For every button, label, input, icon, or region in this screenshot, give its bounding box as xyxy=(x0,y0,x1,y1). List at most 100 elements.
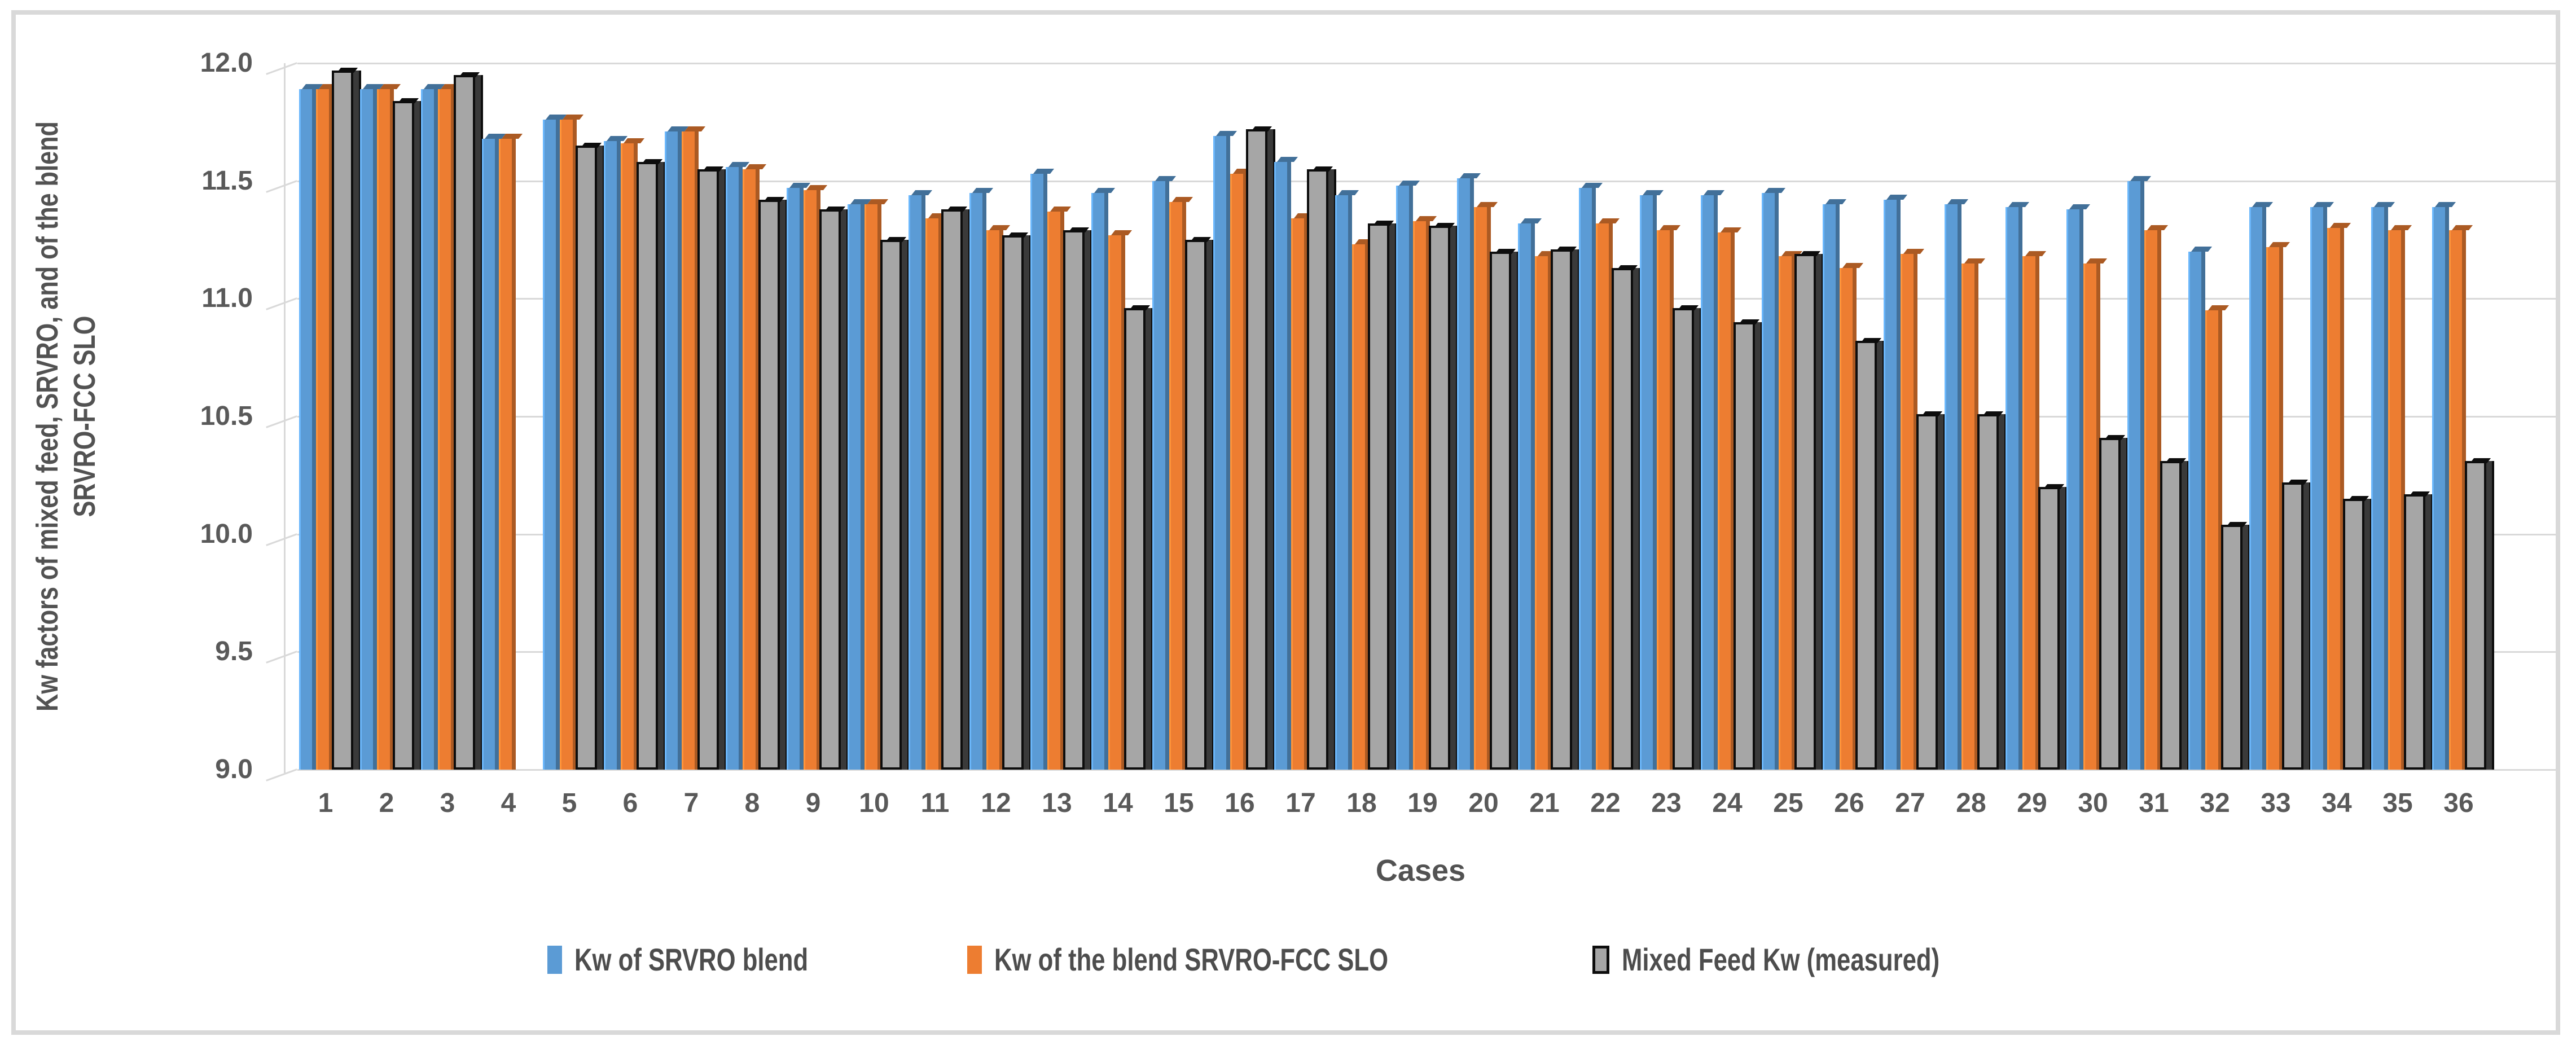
bar-3d-cap xyxy=(380,84,401,89)
x-tick-label: 27 xyxy=(1895,788,1925,818)
bar-3d-cap xyxy=(703,166,724,172)
bar-3d-cap xyxy=(2287,479,2309,485)
legend-item-srvro-blend: Kw of SRVRO blend xyxy=(547,941,874,978)
bar-3d-cap xyxy=(745,164,767,169)
bar-case35-series3 xyxy=(2404,491,2430,770)
bar-case14-series2 xyxy=(1108,230,1133,770)
bar-case23-series3 xyxy=(1673,305,1699,770)
y-axis-title-line2: SRVRO-FCC SLO xyxy=(68,315,102,517)
gridline xyxy=(297,180,2556,182)
bar-3d-cap xyxy=(1643,190,1664,195)
axis-tick xyxy=(266,297,297,311)
legend-swatch-blue xyxy=(547,945,562,974)
bar-case6-series3 xyxy=(637,159,663,770)
bar-3d-cap xyxy=(1886,195,1908,200)
bar-case26-series3 xyxy=(1855,338,1882,770)
bar-3d-cap xyxy=(729,161,750,167)
bar-case29-series2 xyxy=(2022,251,2047,770)
bar-case16-series1 xyxy=(1213,131,1237,770)
axis-tick xyxy=(266,533,297,546)
bar-3d-cap xyxy=(2409,491,2430,497)
bar-case26-series2 xyxy=(1840,263,1864,770)
bar-case33-series1 xyxy=(2249,201,2274,770)
bar-3d-cap xyxy=(1739,319,1760,325)
bar-case19-series1 xyxy=(1396,181,1420,770)
bar-3d-cap xyxy=(1338,190,1359,195)
x-tick-label: 15 xyxy=(1164,788,1194,818)
bar-3d-cap xyxy=(398,98,419,103)
bar-case32-series2 xyxy=(2205,305,2230,770)
bar-case17-series3 xyxy=(1307,166,1333,770)
bar-case7-series1 xyxy=(665,126,689,770)
bar-case33-series2 xyxy=(2266,241,2290,770)
bar-3d-cap xyxy=(1599,218,1620,223)
x-tick-label: 1 xyxy=(318,788,333,818)
bar-3d-cap xyxy=(1800,251,1821,257)
x-tick-label: 19 xyxy=(1407,788,1438,818)
bar-case30-series1 xyxy=(2066,204,2091,770)
x-tick-label: 8 xyxy=(744,788,760,818)
bar-3d-cap xyxy=(763,197,785,203)
x-tick-label: 24 xyxy=(1712,788,1743,818)
y-tick-label: 11.0 xyxy=(201,283,253,314)
bar-3d-cap xyxy=(337,67,358,73)
y-axis-title-line1: Kw factors of mixed feed, SRVRO, and of … xyxy=(30,121,65,712)
bar-3d-cap xyxy=(1111,230,1133,235)
x-tick-label: 16 xyxy=(1225,788,1255,818)
bar-case8-series3 xyxy=(758,197,785,770)
bar-3d-cap xyxy=(2391,225,2412,231)
bar-case11-series2 xyxy=(925,213,950,770)
bar-case25-series2 xyxy=(1779,251,1803,770)
bar-case23-series1 xyxy=(1640,190,1664,770)
y-axis-line xyxy=(284,63,286,773)
bar-3d-cap xyxy=(1007,232,1029,238)
y-tick-label: 9.0 xyxy=(215,754,253,784)
x-tick-label: 10 xyxy=(859,788,889,818)
bar-3d-cap xyxy=(1068,227,1090,233)
bar-case28-series2 xyxy=(1961,258,1986,770)
bar-3d-cap xyxy=(642,159,663,165)
legend-label: Kw of SRVRO blend xyxy=(574,942,808,977)
x-tick-label: 14 xyxy=(1103,788,1133,818)
legend-label: Mixed Feed Kw (measured) xyxy=(1621,942,1939,977)
bar-case5-series2 xyxy=(560,115,584,770)
legend-item-mixed-feed-measured: Mixed Feed Kw (measured) xyxy=(1592,941,2029,978)
y-tick-label: 9.5 xyxy=(215,636,253,667)
x-tick-label: 30 xyxy=(2078,788,2108,818)
bar-case36-series1 xyxy=(2432,201,2456,770)
bar-3d-cap xyxy=(1129,305,1151,311)
bar-case25-series3 xyxy=(1794,251,1821,770)
bar-case5-series3 xyxy=(576,143,602,770)
x-tick-label: 20 xyxy=(1468,788,1499,818)
bar-case7-series3 xyxy=(697,166,724,770)
x-tick-label: 3 xyxy=(440,788,455,818)
x-tick-label: 35 xyxy=(2382,788,2413,818)
y-tick-label: 10.5 xyxy=(200,401,253,431)
bar-3d-cap xyxy=(2470,458,2491,464)
bar-case4-series2 xyxy=(499,133,523,770)
bar-3d-cap xyxy=(1477,201,1498,207)
axis-tick xyxy=(266,651,297,664)
bar-3d-cap xyxy=(2043,484,2065,490)
bar-3d-cap xyxy=(2104,434,2126,440)
bar-case3-series2 xyxy=(438,84,462,770)
bar-3d-cap xyxy=(972,187,994,193)
bar-case31-series3 xyxy=(2160,458,2187,770)
bar-case1-series2 xyxy=(316,84,340,770)
bar-3d-cap xyxy=(1434,222,1455,228)
x-tick-label: 2 xyxy=(379,788,394,818)
bar-3d-cap xyxy=(1050,206,1072,212)
bar-case7-series2 xyxy=(682,126,706,770)
bar-3d-cap xyxy=(2069,204,2091,209)
y-tick-label: 12.0 xyxy=(200,48,253,78)
bar-3d-cap xyxy=(824,206,846,212)
bar-3d-cap xyxy=(502,133,523,139)
bar-case24-series1 xyxy=(1701,190,1725,770)
bar-3d-cap xyxy=(2435,201,2456,207)
legend-swatch-gray xyxy=(1592,945,1609,974)
bar-3d-cap xyxy=(1190,237,1212,242)
bar-3d-cap xyxy=(1860,338,1882,344)
x-tick-label: 33 xyxy=(2261,788,2291,818)
bar-case6-series2 xyxy=(621,138,645,770)
legend-swatch-orange xyxy=(967,945,982,974)
